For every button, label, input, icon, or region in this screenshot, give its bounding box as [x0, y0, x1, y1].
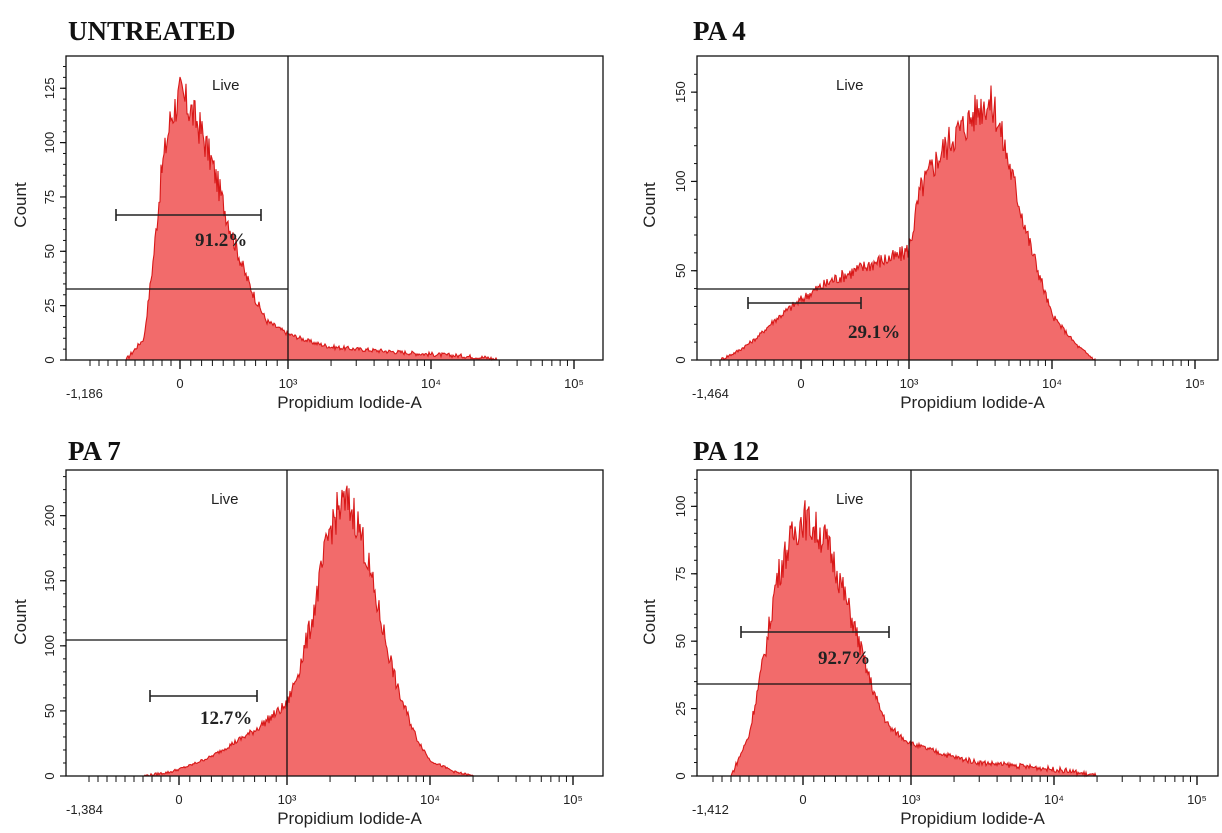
- y-tick-label: 50: [673, 263, 688, 277]
- gate-percent-label: 92.7%: [818, 648, 870, 669]
- x-axis-label: Propidium Iodide-A: [277, 809, 422, 828]
- x-tick-label: 0: [799, 792, 806, 807]
- y-tick-label: 125: [42, 77, 57, 99]
- y-axis-label: Count: [11, 182, 30, 228]
- x-tick-label: 10³: [900, 376, 919, 391]
- gate-label: Live: [212, 77, 240, 94]
- x-tick-label: 0: [176, 376, 183, 391]
- x-tick-label: 10⁵: [1185, 376, 1205, 391]
- histogram-area: [720, 85, 1096, 361]
- y-tick-label: 25: [42, 298, 57, 312]
- x-min-label: -1,384: [66, 802, 103, 817]
- histogram-panel: PA 7 Count Propidium Iodide-A Live 12.7% 0 50 1…: [11, 436, 604, 828]
- x-tick-label: 0: [175, 792, 182, 807]
- gate-label: Live: [836, 491, 864, 508]
- y-tick-label: 100: [673, 171, 688, 193]
- y-axis-label: Count: [11, 599, 30, 645]
- y-tick-label: 75: [673, 567, 688, 581]
- x-min-label: -1,464: [692, 386, 729, 401]
- gate-label: Live: [836, 77, 864, 94]
- histogram-panel: UNTREATED Count Propidium Iodide-A Live 91.2…: [11, 16, 604, 412]
- y-tick-label: 150: [673, 81, 688, 103]
- y-axis-label: Count: [640, 599, 659, 645]
- x-min-label: -1,186: [66, 386, 103, 401]
- histogram-panel: PA 12 Count Propidium Iodide-A Live 92.7% 0 25…: [640, 436, 1219, 828]
- x-axis-label: Propidium Iodide-A: [277, 393, 422, 412]
- y-tick-label: 100: [673, 496, 688, 518]
- y-tick-label: 0: [42, 356, 57, 363]
- histogram-area: [125, 76, 500, 362]
- x-tick-label: 10⁵: [564, 376, 584, 391]
- gate-percent-label: 91.2%: [195, 230, 247, 251]
- y-axis-label: Count: [640, 182, 659, 228]
- plot-frame: [696, 55, 1219, 361]
- y-tick-label: 150: [42, 570, 57, 592]
- gate-percent-label: 12.7%: [200, 708, 252, 729]
- y-tick-label: 100: [42, 132, 57, 154]
- y-tick-label: 200: [42, 505, 57, 527]
- histogram-area: [143, 485, 474, 777]
- y-tick-label: 75: [42, 190, 57, 204]
- y-tick-label: 100: [42, 635, 57, 657]
- x-min-label: -1,412: [692, 802, 729, 817]
- x-axis-label: Propidium Iodide-A: [900, 393, 1045, 412]
- plot-frame: [65, 469, 604, 777]
- histogram-panel: PA 4 Count Propidium Iodide-A Live 29.1% 0 50 1…: [640, 16, 1219, 412]
- x-tick-label: 10³: [279, 376, 298, 391]
- x-tick-label: 10⁴: [1042, 376, 1062, 391]
- panel-title: UNTREATED: [68, 16, 236, 46]
- y-tick-label: 0: [42, 772, 57, 779]
- y-tick-label: 50: [42, 244, 57, 258]
- histogram-area: [730, 500, 1097, 778]
- y-tick-label: 50: [42, 704, 57, 718]
- x-tick-label: 10³: [902, 792, 921, 807]
- panel-title: PA 7: [68, 436, 121, 466]
- x-tick-label: 10⁵: [563, 792, 583, 807]
- panel-title: PA 12: [693, 436, 759, 466]
- x-tick-label: 10³: [278, 792, 297, 807]
- x-tick-label: 10⁴: [420, 792, 440, 807]
- plot-frame: [696, 469, 1219, 777]
- x-axis-label: Propidium Iodide-A: [900, 809, 1045, 828]
- y-tick-label: 0: [673, 356, 688, 363]
- plot-frame: [65, 55, 604, 361]
- x-tick-label: 10⁴: [1044, 792, 1064, 807]
- x-tick-label: 0: [797, 376, 804, 391]
- gate-label: Live: [211, 491, 239, 508]
- x-tick-label: 10⁵: [1187, 792, 1207, 807]
- y-tick-label: 0: [673, 772, 688, 779]
- x-tick-label: 10⁴: [421, 376, 441, 391]
- y-tick-label: 25: [673, 701, 688, 715]
- y-tick-label: 50: [673, 634, 688, 648]
- gate-percent-label: 29.1%: [848, 322, 900, 343]
- panel-title: PA 4: [693, 16, 746, 46]
